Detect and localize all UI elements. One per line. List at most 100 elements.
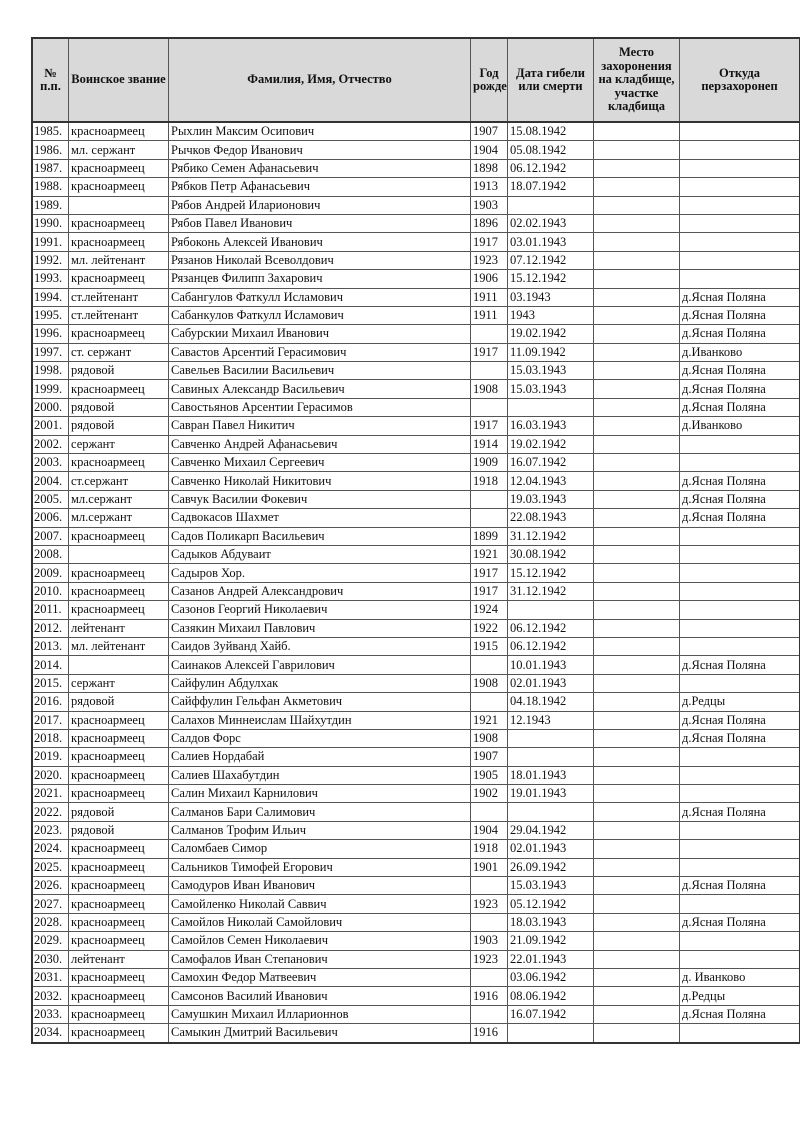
cell-burial-place xyxy=(593,416,680,436)
cell-death-date: 18.07.1942 xyxy=(507,177,594,197)
cell-death-date xyxy=(507,728,594,749)
cell-death-date: 16.07.1942 xyxy=(507,1004,594,1025)
table-row: 1999. красноармеец Савиных Александр Васил… xyxy=(31,379,800,399)
cell-full-name: Савостьянов Арсентии Герасимов xyxy=(168,397,471,418)
table-row: 2001. рядовой Савран Павел Никитич 1917 16.0… xyxy=(31,416,800,436)
table-row: 1996. красноармеец Сабурскии Михаил Иванов… xyxy=(31,324,800,344)
table-header-row: № п.п. Воинское звание Фамилия, Имя, Отч… xyxy=(31,37,800,123)
table-row: 2019. красноармеец Салиев Нордабай 1907 xyxy=(31,747,800,767)
cell-rank: красноармеец xyxy=(68,986,169,1006)
cell-rank: красноармеец xyxy=(68,1004,169,1025)
cell-death-date: 15.03.1943 xyxy=(507,379,594,399)
cell-burial-place xyxy=(593,728,680,749)
cell-burial-place xyxy=(593,784,680,804)
table-row: 2028. красноармеец Самойлов Николай Самойл… xyxy=(31,912,800,933)
cell-burial-place xyxy=(593,397,680,418)
cell-number: 2027. xyxy=(31,894,69,914)
cell-burial-place xyxy=(593,324,680,344)
cell-rank: красноармеец xyxy=(68,857,169,878)
cell-reburied-from: д.Редцы xyxy=(679,986,800,1006)
cell-birth-year: 1917 xyxy=(470,581,508,602)
cell-rank: красноармеец xyxy=(68,967,169,988)
cell-number: 2017. xyxy=(31,710,69,730)
cell-rank: красноармеец xyxy=(68,600,169,620)
cell-death-date: 18.03.1943 xyxy=(507,912,594,933)
header-burial-place: Место захоронения на кладбище, участке к… xyxy=(593,37,680,123)
cell-burial-place xyxy=(593,232,680,252)
cell-number: 1998. xyxy=(31,361,69,381)
cell-full-name: Салахов Миннеислам Шайхутдин xyxy=(168,710,471,730)
cell-reburied-from xyxy=(679,158,800,179)
cell-full-name: Саидов Зуйванд Хайб. xyxy=(168,636,471,657)
cell-number: 1994. xyxy=(31,287,69,307)
cell-reburied-from xyxy=(679,949,800,969)
cell-rank: красноармеец xyxy=(68,324,169,344)
table-row: 2006. мл.сержант Садвокасов Шахмет 22.08.19… xyxy=(31,508,800,528)
cell-birth-year: 1907 xyxy=(470,121,508,142)
cell-number: 2026. xyxy=(31,876,69,896)
cell-reburied-from xyxy=(679,250,800,271)
cell-full-name: Савельев Василии Васильевич xyxy=(168,361,471,381)
cell-rank: ст. сержант xyxy=(68,342,169,363)
table-row: 2002. сержант Савченко Андрей Афанасьевич 1… xyxy=(31,434,800,455)
cell-full-name: Рыхлин Максим Осипович xyxy=(168,121,471,142)
table-row: 1998. рядовой Савельев Василии Васильевич 1… xyxy=(31,361,800,381)
cell-rank: ст.лейтенант xyxy=(68,287,169,307)
cell-burial-place xyxy=(593,1023,680,1044)
cell-rank: красноармеец xyxy=(68,563,169,583)
cell-rank: мл. сержант xyxy=(68,140,169,160)
cell-death-date: 15.08.1942 xyxy=(507,121,594,142)
cell-death-date: 22.08.1943 xyxy=(507,508,594,528)
table-row: 2012. лейтенант Сазякин Михаил Павлович 192… xyxy=(31,618,800,638)
cell-birth-year: 1908 xyxy=(470,379,508,399)
table-row: 2033. красноармеец Самушкин Михаил Илларио… xyxy=(31,1004,800,1025)
cell-birth-year: 1898 xyxy=(470,158,508,179)
table-row: 2013. мл. лейтенант Саидов Зуйванд Хайб. 19… xyxy=(31,636,800,657)
cell-rank: рядовой xyxy=(68,802,169,822)
cell-rank: мл.сержант xyxy=(68,508,169,528)
cell-reburied-from xyxy=(679,434,800,455)
cell-full-name: Рябико Семен Афанасьевич xyxy=(168,158,471,179)
cell-death-date: 06.12.1942 xyxy=(507,618,594,638)
cell-full-name: Самойленко Николай Саввич xyxy=(168,894,471,914)
cell-birth-year xyxy=(470,1004,508,1025)
cell-number: 1996. xyxy=(31,324,69,344)
table-row: 2015. сержант Сайфулин Абдулхак 1908 02.01.1… xyxy=(31,673,800,694)
cell-rank: красноармеец xyxy=(68,121,169,142)
cell-burial-place xyxy=(593,986,680,1006)
cell-reburied-from xyxy=(679,526,800,546)
cell-burial-place xyxy=(593,949,680,969)
burial-register-table: № п.п. Воинское звание Фамилия, Имя, Отч… xyxy=(31,37,800,1044)
cell-number: 1992. xyxy=(31,250,69,271)
table-row: 2011. красноармеец Сазонов Георгий Николае… xyxy=(31,600,800,620)
table-row: 1997. ст. сержант Савастов Арсентий Гераси… xyxy=(31,342,800,363)
cell-death-date: 30.08.1942 xyxy=(507,544,594,565)
cell-birth-year: 1902 xyxy=(470,784,508,804)
cell-birth-year xyxy=(470,324,508,344)
table-row: 2003. красноармеец Савченко Михаил Сергеев… xyxy=(31,453,800,473)
cell-burial-place xyxy=(593,967,680,988)
cell-number: 2028. xyxy=(31,912,69,933)
cell-reburied-from: д.Ясная Поляна xyxy=(679,655,800,675)
cell-reburied-from xyxy=(679,931,800,951)
table-row: 2030. лейтенант Самофалов Иван Степанович 1… xyxy=(31,949,800,969)
cell-death-date: 03.06.1942 xyxy=(507,967,594,988)
table-row: 1993. красноармеец Рязанцев Филипп Захаров… xyxy=(31,269,800,289)
cell-birth-year: 1911 xyxy=(470,287,508,307)
cell-burial-place xyxy=(593,876,680,896)
cell-full-name: Савастов Арсентий Герасимович xyxy=(168,342,471,363)
cell-number: 2005. xyxy=(31,489,69,510)
header-birth-year: Год рождения xyxy=(470,37,508,123)
cell-full-name: Саломбаев Симор xyxy=(168,839,471,859)
cell-full-name: Сазонов Георгий Николаевич xyxy=(168,600,471,620)
cell-full-name: Рябов Андрей Иларионович xyxy=(168,195,471,215)
cell-full-name: Рычков Федор Иванович xyxy=(168,140,471,160)
cell-burial-place xyxy=(593,379,680,399)
cell-full-name: Рябков Петр Афанасьевич xyxy=(168,177,471,197)
cell-death-date: 15.03.1943 xyxy=(507,876,594,896)
cell-number: 2002. xyxy=(31,434,69,455)
cell-rank: красноармеец xyxy=(68,728,169,749)
cell-reburied-from: д.Ясная Поляна xyxy=(679,287,800,307)
cell-burial-place xyxy=(593,471,680,491)
cell-death-date: 03.01.1943 xyxy=(507,232,594,252)
